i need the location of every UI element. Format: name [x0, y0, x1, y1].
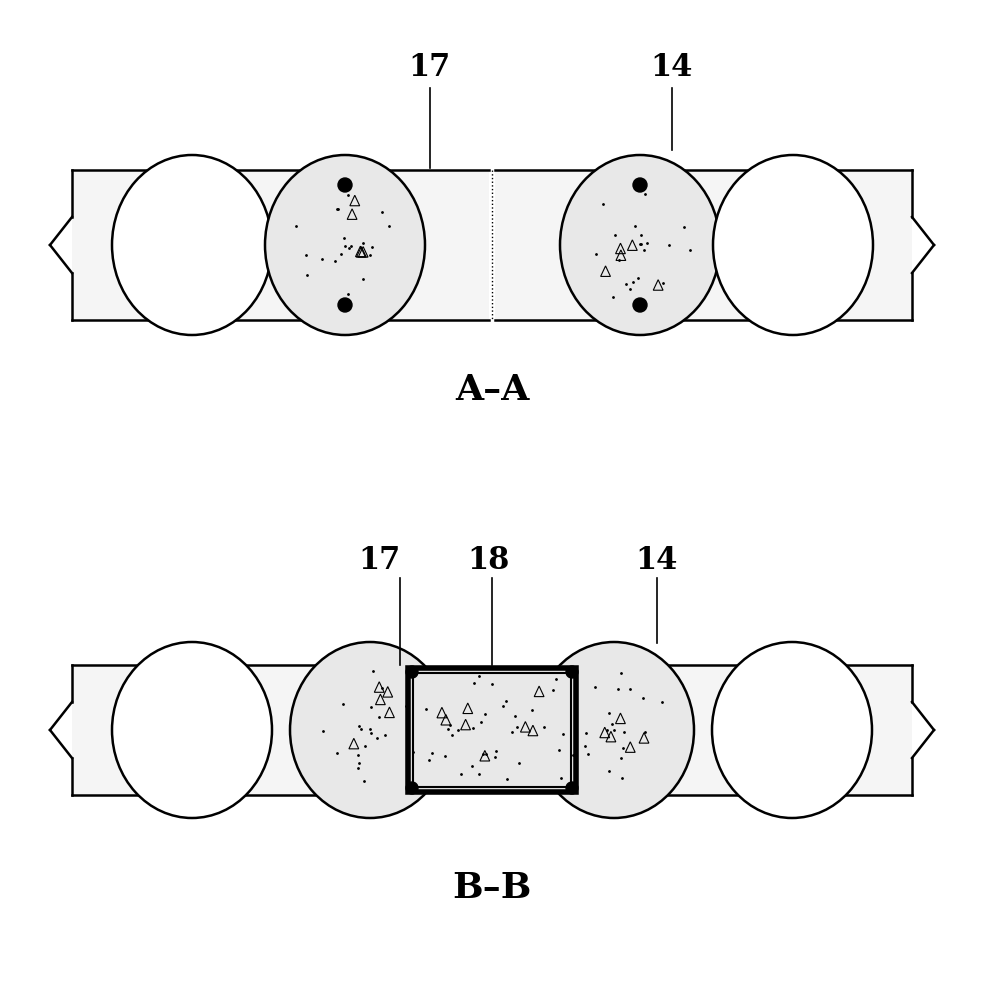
Ellipse shape: [112, 642, 272, 818]
Ellipse shape: [560, 155, 720, 335]
Circle shape: [633, 178, 647, 192]
Ellipse shape: [713, 155, 873, 335]
Ellipse shape: [712, 642, 872, 818]
Bar: [408, 668, 576, 792]
Text: 14: 14: [635, 545, 678, 576]
Circle shape: [566, 666, 578, 678]
Bar: [72, 665, 408, 795]
Text: B–B: B–B: [452, 871, 532, 905]
Circle shape: [338, 298, 352, 312]
Text: 17: 17: [358, 545, 400, 576]
Circle shape: [633, 298, 647, 312]
Circle shape: [406, 782, 418, 794]
Bar: [576, 665, 912, 795]
Bar: [72, 170, 489, 320]
Text: A–A: A–A: [455, 373, 529, 407]
Ellipse shape: [290, 642, 450, 818]
Bar: [495, 170, 912, 320]
Circle shape: [566, 782, 578, 794]
Bar: [413, 673, 571, 787]
Ellipse shape: [534, 642, 694, 818]
Circle shape: [406, 666, 418, 678]
Ellipse shape: [265, 155, 425, 335]
Circle shape: [338, 178, 352, 192]
Bar: [408, 668, 576, 792]
Ellipse shape: [112, 155, 272, 335]
Text: 14: 14: [650, 52, 692, 83]
Text: 18: 18: [467, 545, 509, 576]
Text: 17: 17: [408, 52, 450, 83]
